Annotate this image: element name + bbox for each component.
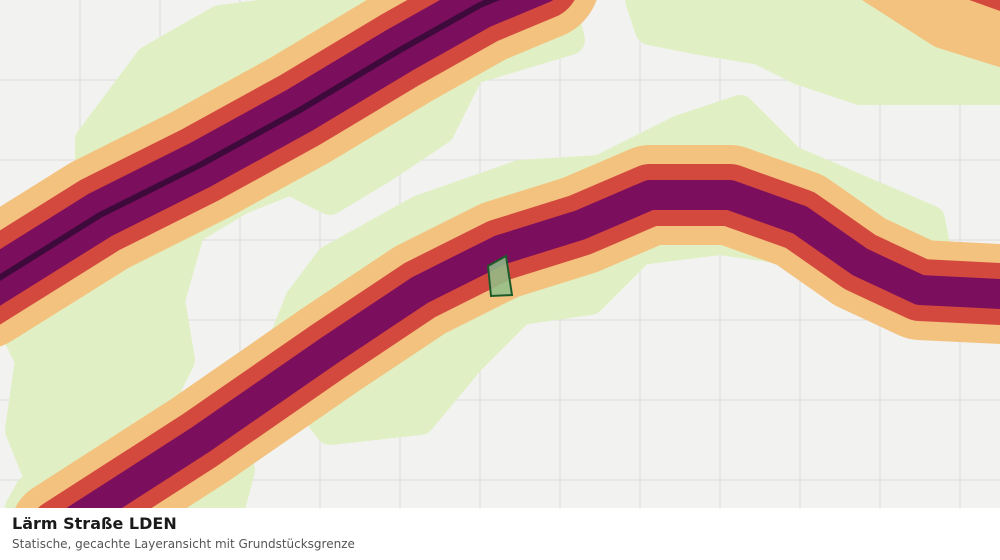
noise-band-orange [861, 0, 1000, 68]
map-title: Lärm Straße LDEN [12, 514, 177, 533]
footer: Lärm Straße LDEN Statische, gecachte Lay… [0, 508, 1000, 560]
parcel-boundary[interactable] [486, 254, 514, 298]
zone-green-shape [625, 0, 1000, 105]
map [0, 0, 1000, 508]
noise-band-purple [66, 180, 1000, 508]
map-subtitle: Statische, gecachte Layeransicht mit Gru… [12, 537, 355, 551]
noise-road-2 [15, 145, 1000, 508]
noise-road-3 [861, 0, 1000, 68]
noise-band-dark [0, 0, 500, 282]
noise-road-1 [0, 0, 597, 347]
